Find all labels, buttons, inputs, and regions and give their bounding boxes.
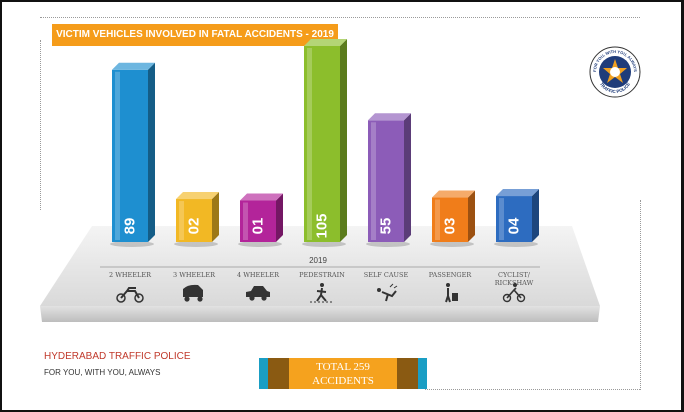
bar-shadow	[302, 241, 346, 247]
bar-front-face	[496, 196, 532, 242]
bar-top-face	[368, 113, 411, 121]
bar-highlight	[307, 48, 312, 240]
bar-value-label: 02	[186, 218, 203, 235]
bar-top-face	[432, 190, 475, 198]
bar-side-face	[340, 39, 347, 242]
bar-highlight	[371, 122, 376, 240]
bar-front-face	[304, 46, 340, 242]
bar-top-face	[304, 39, 347, 46]
bar-value-label: 105	[314, 213, 331, 238]
bar-side-face	[276, 193, 283, 242]
bar-cyclist-rickshaw: 04	[494, 189, 539, 247]
bar-passenger: 03	[430, 190, 475, 247]
category-label: 2 WHEELER	[109, 271, 152, 279]
bar-2-wheeler: 89	[110, 62, 155, 247]
bar-value-label: 04	[506, 217, 523, 234]
total-stripe-brown-right	[397, 358, 418, 389]
bar-4-wheeler: 01	[238, 193, 283, 247]
bar-value-label: 01	[250, 218, 267, 235]
bar-front-face	[112, 69, 148, 243]
bar-value-label: 55	[378, 218, 395, 235]
dotted-guide-top	[40, 17, 640, 18]
traffic-police-logo: FOR YOU, WITH YOU, ALWAYS TRAFFIC POLICE	[589, 46, 641, 98]
category-label: PASSENGER	[429, 271, 473, 279]
org-name: HYDERABAD TRAFFIC POLICE	[44, 351, 191, 362]
category-label: SELF CAUSE	[364, 271, 409, 279]
bar-shadow	[174, 241, 218, 247]
dotted-guide-right	[640, 200, 641, 390]
bar-shadow	[110, 241, 154, 247]
total-stripe-teal-right	[418, 358, 427, 389]
category-label: CYCLIST/RICKSHAW	[495, 271, 534, 287]
bar-side-face	[468, 190, 475, 242]
cyclist-icon	[502, 283, 526, 303]
bar-highlight	[435, 199, 440, 240]
bar-shadow	[238, 241, 282, 247]
bar-value-label: 89	[122, 218, 139, 235]
bar-front-face	[176, 199, 212, 242]
self-fall-icon	[377, 283, 398, 302]
bar-side-face	[212, 192, 219, 242]
pedestrian-icon	[310, 283, 334, 303]
total-accidents-box: TOTAL 259 ACCIDENTS	[259, 358, 427, 389]
bar-top-face	[240, 193, 283, 201]
bar-value-label: 03	[442, 218, 459, 235]
bar-shadow	[494, 241, 538, 247]
bar-shadow	[366, 241, 410, 247]
total-accidents-text: TOTAL 259 ACCIDENTS	[289, 358, 397, 389]
total-line-2: ACCIDENTS	[312, 374, 374, 387]
bar-highlight	[499, 198, 504, 240]
bar-highlight	[179, 201, 184, 240]
bar-pedestrain: 105	[302, 39, 347, 247]
bar-front-face	[240, 200, 276, 242]
bar-front-face	[368, 120, 404, 242]
total-stripe-orange	[289, 358, 397, 389]
category-label: 4 WHEELER	[237, 271, 280, 279]
bar-side-face	[148, 62, 155, 243]
passenger-icon	[445, 283, 458, 303]
chart-title: VICTIM VEHICLES INVOLVED IN FATAL ACCIDE…	[52, 24, 338, 46]
bar-front-face	[432, 197, 468, 242]
bar-highlight	[243, 202, 248, 240]
total-line-1: TOTAL 259	[316, 360, 370, 373]
bar-highlight	[115, 71, 120, 241]
auto-rickshaw-icon	[183, 284, 203, 302]
platform-top	[40, 226, 600, 306]
bar-3-wheeler: 02	[174, 192, 219, 247]
platform-front	[40, 306, 600, 322]
total-stripe-teal-left	[259, 358, 268, 389]
org-tagline: FOR YOU, WITH YOU, ALWAYS	[44, 368, 161, 377]
bar-side-face	[404, 113, 411, 243]
car-icon	[246, 286, 270, 301]
bar-shadow	[430, 241, 474, 247]
category-label: PEDESTRAIN	[299, 271, 345, 279]
bar-top-face	[496, 189, 539, 197]
bar-self-cause: 55	[366, 113, 411, 247]
bar-top-face	[176, 192, 219, 200]
category-label: 3 WHEELER	[173, 271, 216, 279]
dotted-guide-bottom	[425, 389, 640, 390]
total-stripe-brown-left	[268, 358, 289, 389]
bar-top-face	[112, 62, 155, 70]
motorcycle-icon	[116, 287, 144, 303]
bar-side-face	[532, 189, 539, 242]
year-label: 2019	[309, 256, 327, 265]
dotted-guide-left	[40, 40, 41, 210]
